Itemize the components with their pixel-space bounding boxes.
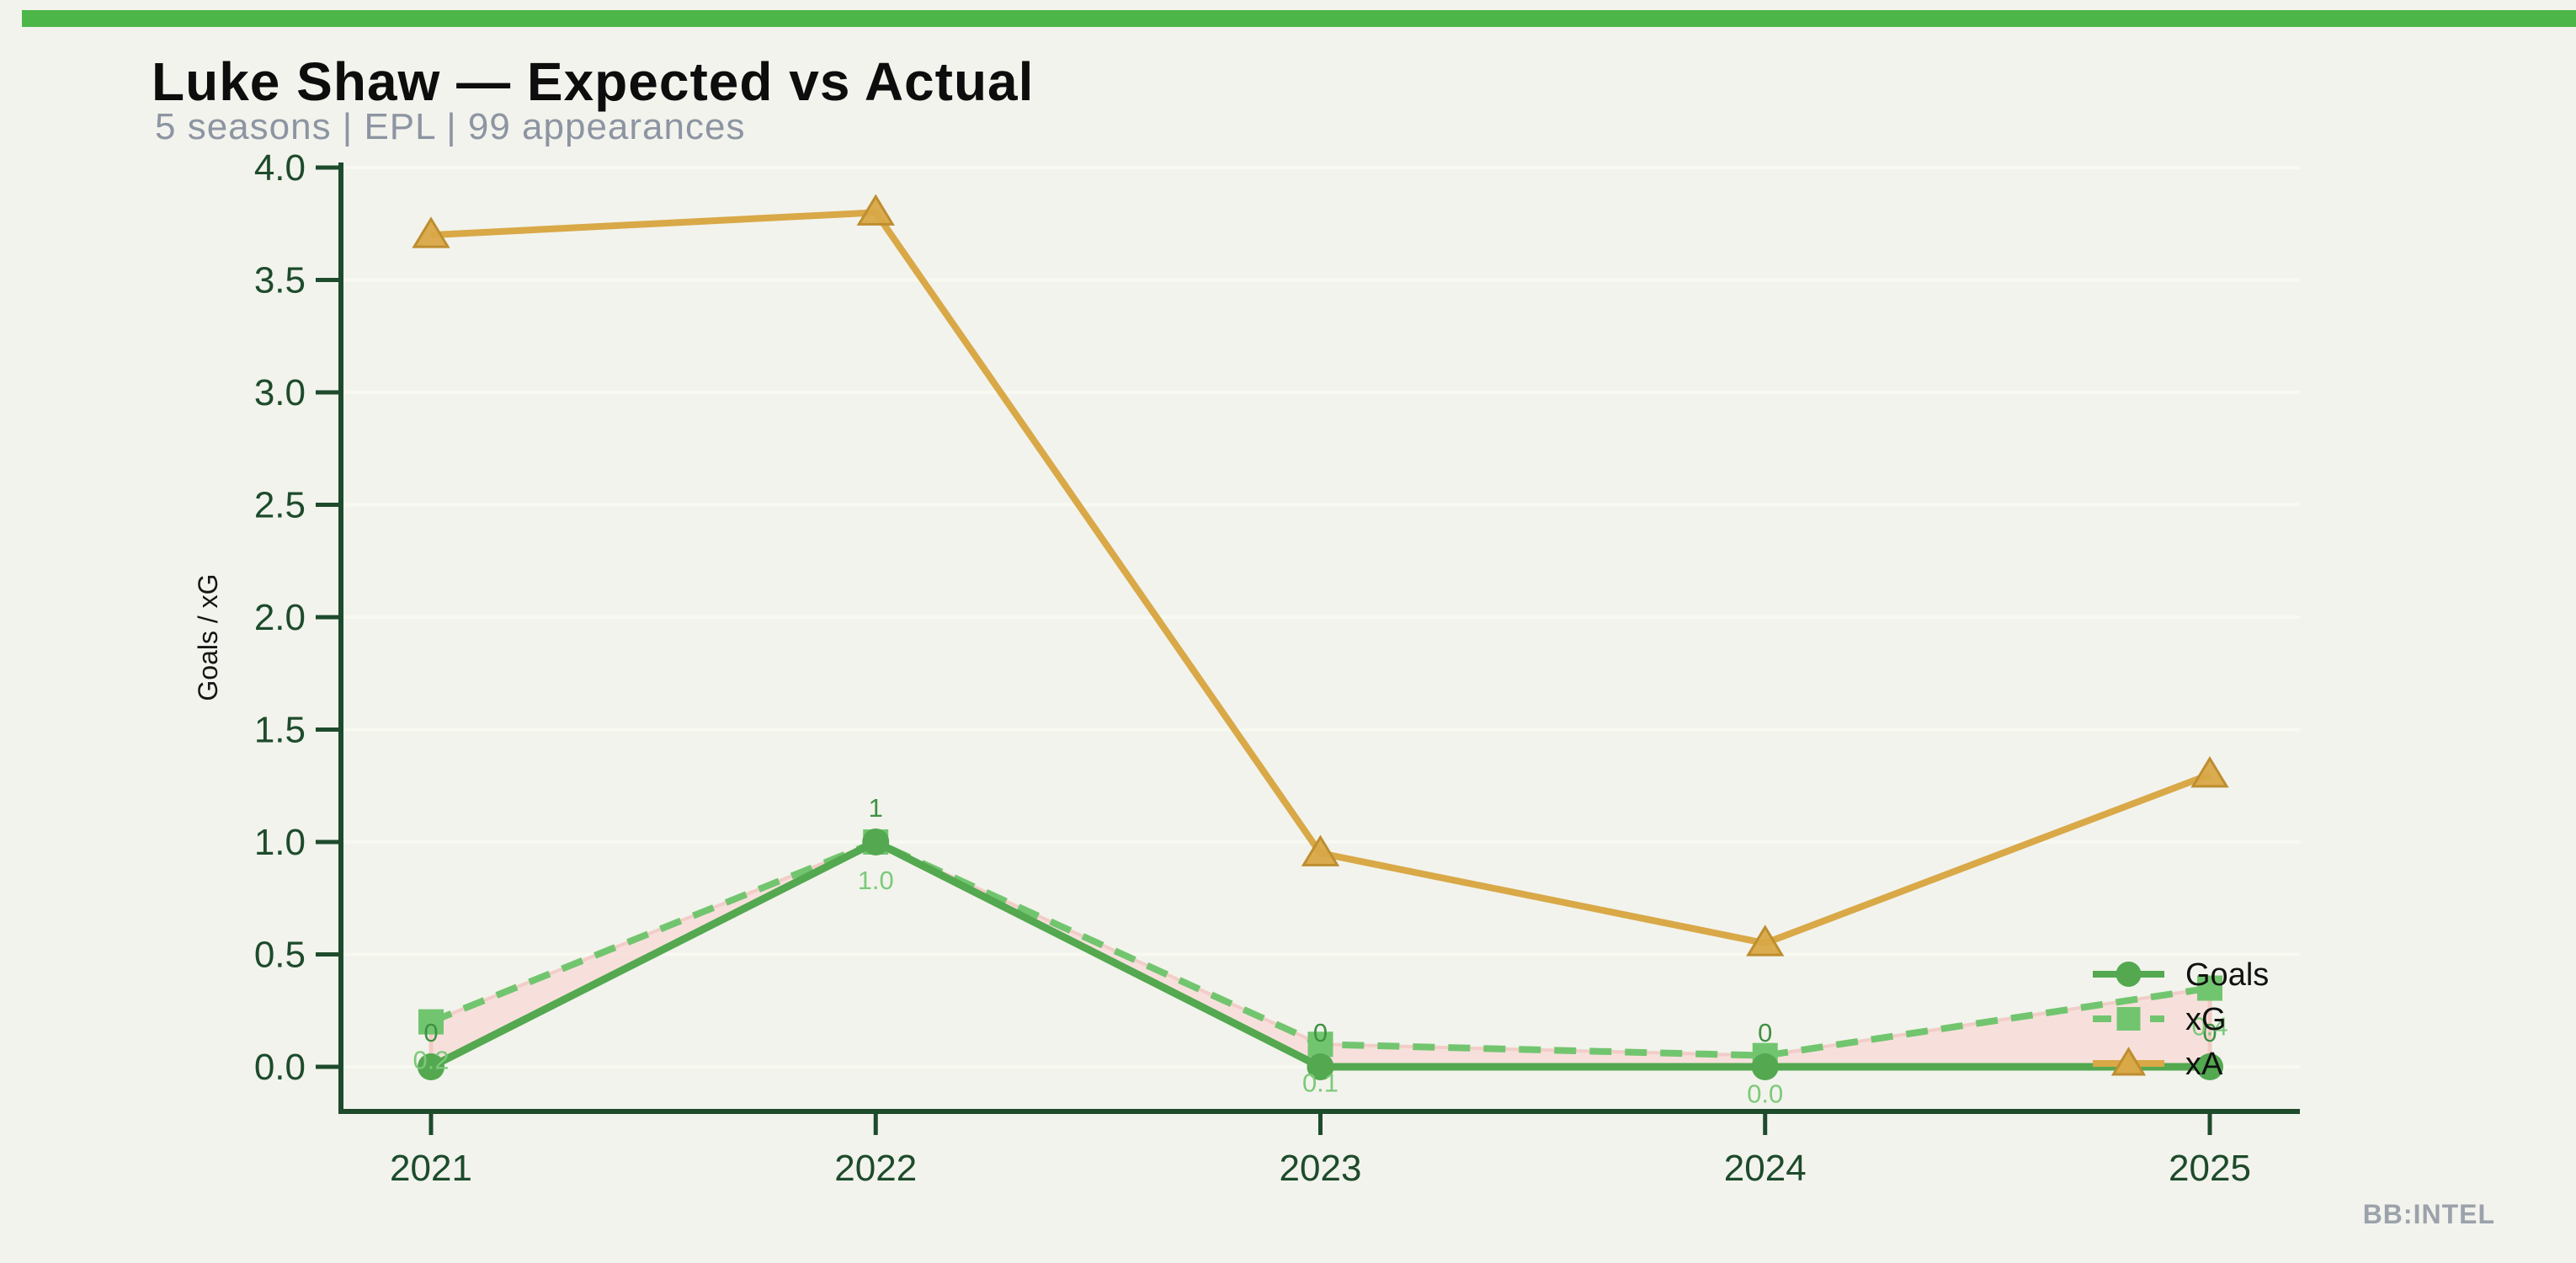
chart-subtitle: 5 seasons | EPL | 99 appearances — [155, 106, 746, 147]
legend: Goals xG xA — [2093, 957, 2269, 1082]
xa-marker-2023 — [1301, 834, 1340, 866]
goals-value-label-2023: 0 — [1313, 1018, 1328, 1047]
x-tick-label-2023: 2023 — [1280, 1148, 1362, 1189]
legend-label-goals: Goals — [2185, 957, 2269, 993]
goals-value-label-2021: 0 — [423, 1018, 438, 1047]
xa-marker-2024 — [1746, 925, 1785, 957]
legend-label-xa: xA — [2185, 1047, 2223, 1082]
y-tick-label-4: 4.0 — [254, 147, 306, 189]
xa-marker-2021 — [412, 216, 450, 248]
goals-marker-2024 — [1751, 1053, 1779, 1080]
goals-value-label-2024: 0 — [1758, 1018, 1772, 1047]
accent-bar — [22, 10, 2576, 27]
y-tick-label-0.5: 0.5 — [254, 935, 306, 976]
legend-label-xg: xG — [2185, 1002, 2227, 1037]
goals-marker-2022 — [862, 829, 890, 855]
x-tick-label-2025: 2025 — [2169, 1148, 2251, 1189]
x-tick-label-2022: 2022 — [834, 1148, 917, 1189]
xg-marker-2021 — [418, 1009, 444, 1035]
y-tick-label-2: 2.0 — [254, 597, 306, 638]
chart-title: Luke Shaw — Expected vs Actual — [152, 51, 1035, 112]
xg-value-label-2022: 1.0 — [858, 866, 894, 895]
x-tick-label-2021: 2021 — [390, 1148, 472, 1189]
goals-marker-2023 — [1307, 1053, 1334, 1080]
goals-value-label-2025: 0 — [2202, 1018, 2217, 1047]
legend-item-goals: Goals — [2093, 957, 2269, 993]
xg-marker-2025 — [2197, 975, 2222, 1001]
y-axis-title: Goals / xG — [193, 573, 223, 701]
xa-marker-2025 — [2190, 756, 2229, 788]
legend-item-xg: xG — [2093, 1002, 2227, 1037]
legend-item-xa: xA — [2093, 1047, 2223, 1082]
legend-circle-marker — [2116, 962, 2142, 987]
legend-square-marker — [2116, 1007, 2141, 1031]
y-tick-label-3.5: 3.5 — [254, 260, 306, 301]
goals-marker-2021 — [418, 1053, 444, 1080]
xg-value-label-2023: 0.1 — [1302, 1068, 1339, 1097]
y-tick-label-2.5: 2.5 — [254, 485, 306, 526]
brand-watermark: BB:INTEL — [2362, 1199, 2495, 1229]
x-tick-label-2024: 2024 — [1724, 1148, 1807, 1189]
xa-marker-2022 — [856, 194, 895, 226]
y-tick-label-1: 1.0 — [254, 822, 306, 863]
xg-value-label-2025: 0.4 — [2191, 1012, 2227, 1042]
goals-marker-2025 — [2196, 1053, 2223, 1080]
y-tick-label-3: 3.0 — [254, 372, 306, 413]
series-xa-line — [430, 209, 2211, 947]
xg-marker-2023 — [1307, 1031, 1333, 1058]
y-tick-label-1.5: 1.5 — [254, 710, 306, 751]
legend-triangle-marker — [2110, 1047, 2147, 1076]
xg-value-label-2021: 0.2 — [412, 1046, 449, 1075]
y-tick-label-0: 0.0 — [254, 1047, 306, 1088]
xg-value-label-2024: 0.0 — [1747, 1079, 1783, 1109]
goals-value-label-2022: 1 — [869, 793, 883, 823]
